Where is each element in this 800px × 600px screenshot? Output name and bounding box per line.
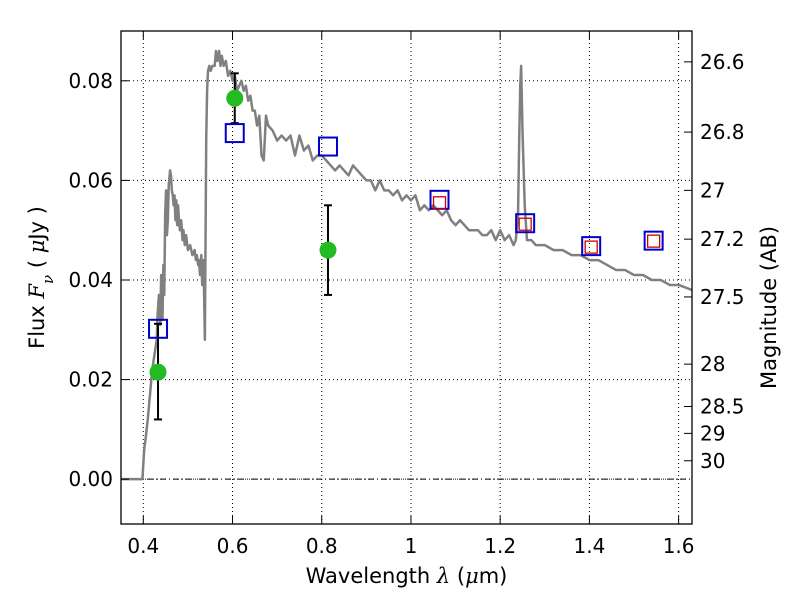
- plot-area: [121, 49, 692, 481]
- x-tick-label-5: 1.4: [573, 534, 605, 558]
- y-axis-label: Flux Fν ( μJy ): [25, 206, 57, 349]
- x-tick-label-0: 0.4: [127, 534, 159, 558]
- magnitude-tick-label-2: 27: [700, 178, 725, 202]
- y-ticks: [121, 80, 129, 480]
- model-photometry-square-2: [317, 136, 338, 157]
- x-tick-label-6: 1.6: [663, 534, 695, 558]
- model-photometry-square-6: [643, 230, 664, 251]
- model-spectrum-line: [121, 49, 692, 481]
- y2-axis-label-group: Magnitude (AB): [757, 226, 781, 389]
- observed-point-1: [226, 89, 244, 107]
- magnitude-tick-label-1: 26.8: [700, 120, 745, 144]
- observed-point-0: [149, 363, 167, 381]
- y-tick-label-2: 0.04: [68, 268, 113, 292]
- model-photometry-square-0: [148, 318, 169, 339]
- magnitude-tick-label-5: 28: [700, 352, 725, 376]
- magnitude-axis-label: Magnitude (AB): [757, 226, 781, 389]
- x-ticks: [142, 31, 680, 524]
- model-photometry-square-1: [224, 123, 245, 144]
- y-tick-label-0: 0.00: [68, 467, 113, 491]
- magnitude-tick-label-0: 26.6: [700, 50, 745, 74]
- x-tick-label-1: 0.6: [217, 534, 249, 558]
- y-axis-label-group: Flux Fν ( μJy ): [25, 206, 57, 349]
- magnitude-tick-label-7: 29: [700, 421, 725, 445]
- magnitude-tick-label-4: 27.5: [700, 285, 745, 309]
- magnitude-ticks: [684, 61, 692, 462]
- magnitude-tick-label-3: 27.2: [700, 227, 745, 251]
- model-photometry-inner-square-0: [432, 196, 447, 210]
- y-tick-label-1: 0.02: [68, 368, 113, 392]
- y-tick-label-3: 0.06: [68, 168, 113, 192]
- magnitude-tick-label-8: 30: [700, 449, 725, 473]
- x-tick-label-2: 0.8: [306, 534, 338, 558]
- observed-point-2: [319, 241, 337, 259]
- x-axis-label: Wavelength λ (μm): [306, 564, 508, 588]
- model-photometry-inner-square-1: [518, 217, 532, 231]
- model-photometry-inner-square-2: [584, 240, 598, 254]
- x-tick-label-4: 1.2: [484, 534, 516, 558]
- model-photometry-square-4: [515, 213, 536, 234]
- plot-frame: [120, 30, 693, 525]
- y-tick-label-4: 0.08: [68, 69, 113, 93]
- model-photometry-square-5: [581, 236, 602, 257]
- magnitude-tick-label-6: 28.5: [700, 394, 745, 418]
- x-tick-label-3: 1: [405, 534, 418, 558]
- model-photometry-inner-square-3: [646, 234, 661, 248]
